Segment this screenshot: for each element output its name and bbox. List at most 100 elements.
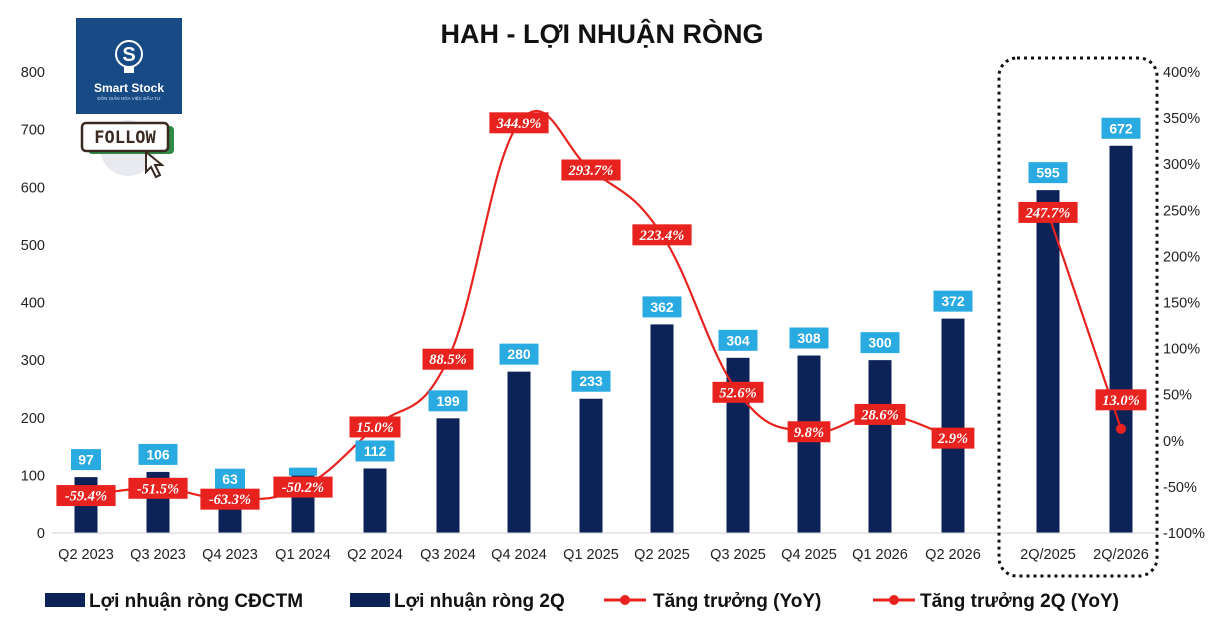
bar — [507, 371, 531, 533]
x-tick: 2Q/2025 — [1020, 547, 1076, 563]
value-label-bg — [571, 370, 611, 392]
legend-label: Lợi nhuận ròng 2Q — [394, 591, 565, 612]
growth-label: 52.6% — [719, 385, 756, 401]
y-tick-right: 200% — [1163, 249, 1200, 265]
x-tick: Q2 2026 — [925, 547, 981, 563]
logo-tagline: ĐỒN GIẢN HÓA VIỆC ĐẦU TƯ — [97, 94, 160, 101]
growth-label-bg — [1018, 201, 1078, 223]
value-label-bg — [718, 329, 758, 351]
x-tick: Q1 2026 — [852, 547, 908, 563]
growth-label-bg — [1095, 389, 1147, 411]
value-label-bg — [933, 290, 973, 312]
y-tick-right: 150% — [1163, 296, 1200, 312]
legend: Lợi nhuận ròng CĐCTM Lợi nhuận ròng 2Q T… — [45, 591, 1119, 612]
legend-item-line-2q-yoy: Tăng trưởng 2Q (YoY) — [873, 591, 1119, 612]
highlight-box — [997, 56, 1159, 578]
growth-label-bg — [561, 159, 621, 181]
bar — [941, 318, 965, 533]
y-tick-left: 600 — [21, 180, 45, 196]
growth-label-bg — [931, 427, 975, 449]
value-label-bg — [1101, 117, 1141, 139]
value-labels: 97 106 63 112 199 280 233 362 304 308 300 372 595 672 — [71, 117, 1141, 490]
growth-label: 223.4% — [639, 228, 685, 244]
growth-label: 28.6% — [860, 407, 898, 423]
legend-swatch — [350, 593, 390, 607]
cursor-icon — [145, 149, 165, 179]
y-tick-left: 800 — [21, 65, 45, 81]
y-tick-left: 500 — [21, 238, 45, 254]
value-label-bg — [355, 440, 395, 462]
growth-labels: -59.4% -51.5% -63.3% -50.2% 15.0% 88.5% 344.9%… — [56, 112, 1147, 510]
value-label-bg — [499, 343, 539, 365]
value-label: 300 — [868, 335, 892, 351]
x-tick: Q3 2024 — [420, 547, 476, 563]
y-tick-left: 400 — [21, 296, 45, 312]
growth-label: -51.5% — [137, 481, 179, 497]
growth-label-bg — [200, 488, 260, 510]
value-label: 199 — [436, 393, 460, 409]
bar — [579, 398, 603, 533]
logo-name: Smart Stock — [94, 81, 164, 95]
y-tick-right: 0% — [1163, 434, 1184, 450]
x-tick: Q3 2023 — [130, 547, 186, 563]
y-tick-left: 200 — [21, 411, 45, 427]
x-tick: Q3 2025 — [710, 547, 766, 563]
x-tick: 2Q/2026 — [1093, 547, 1149, 563]
y-tick-right: 250% — [1163, 203, 1200, 219]
svg-text:S: S — [122, 44, 135, 66]
value-label: 280 — [507, 346, 531, 362]
bar — [868, 360, 892, 533]
x-tick: Q4 2023 — [202, 547, 258, 563]
value-label-bg — [860, 332, 900, 354]
growth-label: -50.2% — [282, 480, 324, 496]
y-tick-right: -100% — [1163, 526, 1205, 542]
y-tick-left: 700 — [21, 123, 45, 139]
growth-label: 344.9% — [496, 116, 542, 132]
chart-title: HAH - LỢI NHUẬN RÒNG — [440, 18, 763, 49]
value-label: 97 — [78, 452, 94, 468]
x-tick: Q4 2024 — [491, 547, 547, 563]
bar — [1036, 190, 1060, 533]
value-label: 304 — [726, 332, 750, 348]
y-tick-right: 400% — [1163, 65, 1200, 81]
legend-marker — [620, 595, 630, 605]
left-axis: 0 100 200 300 400 500 600 700 800 — [21, 65, 45, 542]
growth-label: 13.0% — [1102, 393, 1139, 409]
growth-label: 9.8% — [794, 425, 824, 441]
growth-point — [1116, 423, 1126, 434]
legend-label: Tăng trưởng (YoY) — [653, 591, 821, 612]
x-tick: Q2 2023 — [58, 547, 114, 563]
value-label: 372 — [941, 293, 965, 309]
growth-label-bg — [787, 421, 831, 443]
y-tick-right: 100% — [1163, 342, 1200, 358]
growth-label: -63.3% — [209, 492, 251, 508]
growth-label-bg — [489, 112, 549, 134]
value-label: 672 — [1109, 120, 1133, 136]
follow-badge[interactable]: FOLLOW — [80, 120, 174, 179]
value-label-bg — [71, 449, 101, 471]
y-tick-left: 0 — [37, 526, 45, 542]
bar-series — [74, 145, 1133, 533]
value-label: 112 — [364, 443, 387, 459]
y-tick-right: 50% — [1163, 388, 1192, 404]
growth-label: 247.7% — [1025, 205, 1071, 221]
x-axis: Q2 2023 Q3 2023 Q4 2023 Q1 2024 Q2 2024 Q3 20… — [52, 532, 1158, 563]
value-label-bg — [428, 390, 468, 412]
value-label-bg — [289, 467, 317, 476]
smart-stock-logo: S Smart Stock ĐỒN GIẢN HÓA VIỆC ĐẦU TƯ — [76, 18, 182, 114]
legend-label: Lợi nhuận ròng CĐCTM — [89, 591, 303, 612]
growth-label-bg — [854, 403, 906, 425]
growth-label-bg — [632, 224, 692, 246]
follow-label: FOLLOW — [94, 128, 156, 148]
legend-item-bar-cdctm: Lợi nhuận ròng CĐCTM — [45, 591, 303, 612]
growth-label: 88.5% — [429, 352, 466, 368]
value-label: 308 — [797, 330, 821, 346]
y-tick-left: 100 — [21, 468, 45, 484]
y-tick-right: 350% — [1163, 111, 1200, 127]
growth-label-bg — [422, 348, 474, 370]
value-label-bg — [1028, 162, 1068, 184]
value-label: 106 — [146, 446, 170, 462]
growth-label-bg — [128, 477, 188, 499]
y-tick-right: -50% — [1163, 480, 1197, 496]
